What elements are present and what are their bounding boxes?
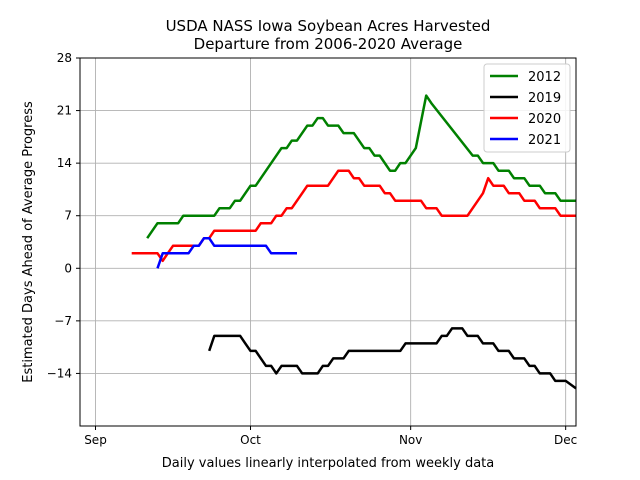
legend: 2012 2019 2020 2021 [483, 63, 571, 153]
series-line-2019 [208, 327, 577, 390]
x-tick-label: Nov [399, 433, 422, 447]
x-axis-label: Daily values linearly interpolated from … [162, 456, 494, 471]
y-tick-label: 28 [57, 51, 72, 65]
tick-layer: Sep Oct Nov Dec −14 −7 0 7 14 21 28 [47, 51, 578, 447]
legend-label-2012: 2012 [528, 70, 561, 85]
x-tick-label: Oct [240, 433, 261, 447]
plot-frame [79, 57, 577, 427]
legend-label-2020: 2020 [528, 112, 561, 127]
y-tick-label: −14 [47, 366, 72, 380]
y-tick-label: −7 [54, 314, 72, 328]
legend-box [483, 63, 571, 153]
x-tick-label: Dec [554, 433, 577, 447]
y-axis-label: Estimated Days Ahead of Average Progress [21, 101, 36, 383]
series-line-2012 [146, 94, 576, 239]
series-line-2021 [156, 236, 297, 269]
legend-label-2021: 2021 [528, 133, 561, 148]
y-tick-label: 0 [64, 261, 72, 275]
legend-label-2019: 2019 [528, 91, 561, 106]
series-line-2020 [131, 169, 576, 263]
chart-title: USDA NASS Iowa Soybean Acres Harvested [166, 17, 491, 35]
x-tick-label: Sep [84, 433, 107, 447]
y-tick-label: 21 [57, 104, 72, 118]
y-tick-label: 14 [57, 156, 72, 170]
chart-subtitle: Departure from 2006-2020 Average [194, 35, 463, 53]
series-layer [131, 94, 577, 390]
y-tick-label: 7 [64, 209, 72, 223]
